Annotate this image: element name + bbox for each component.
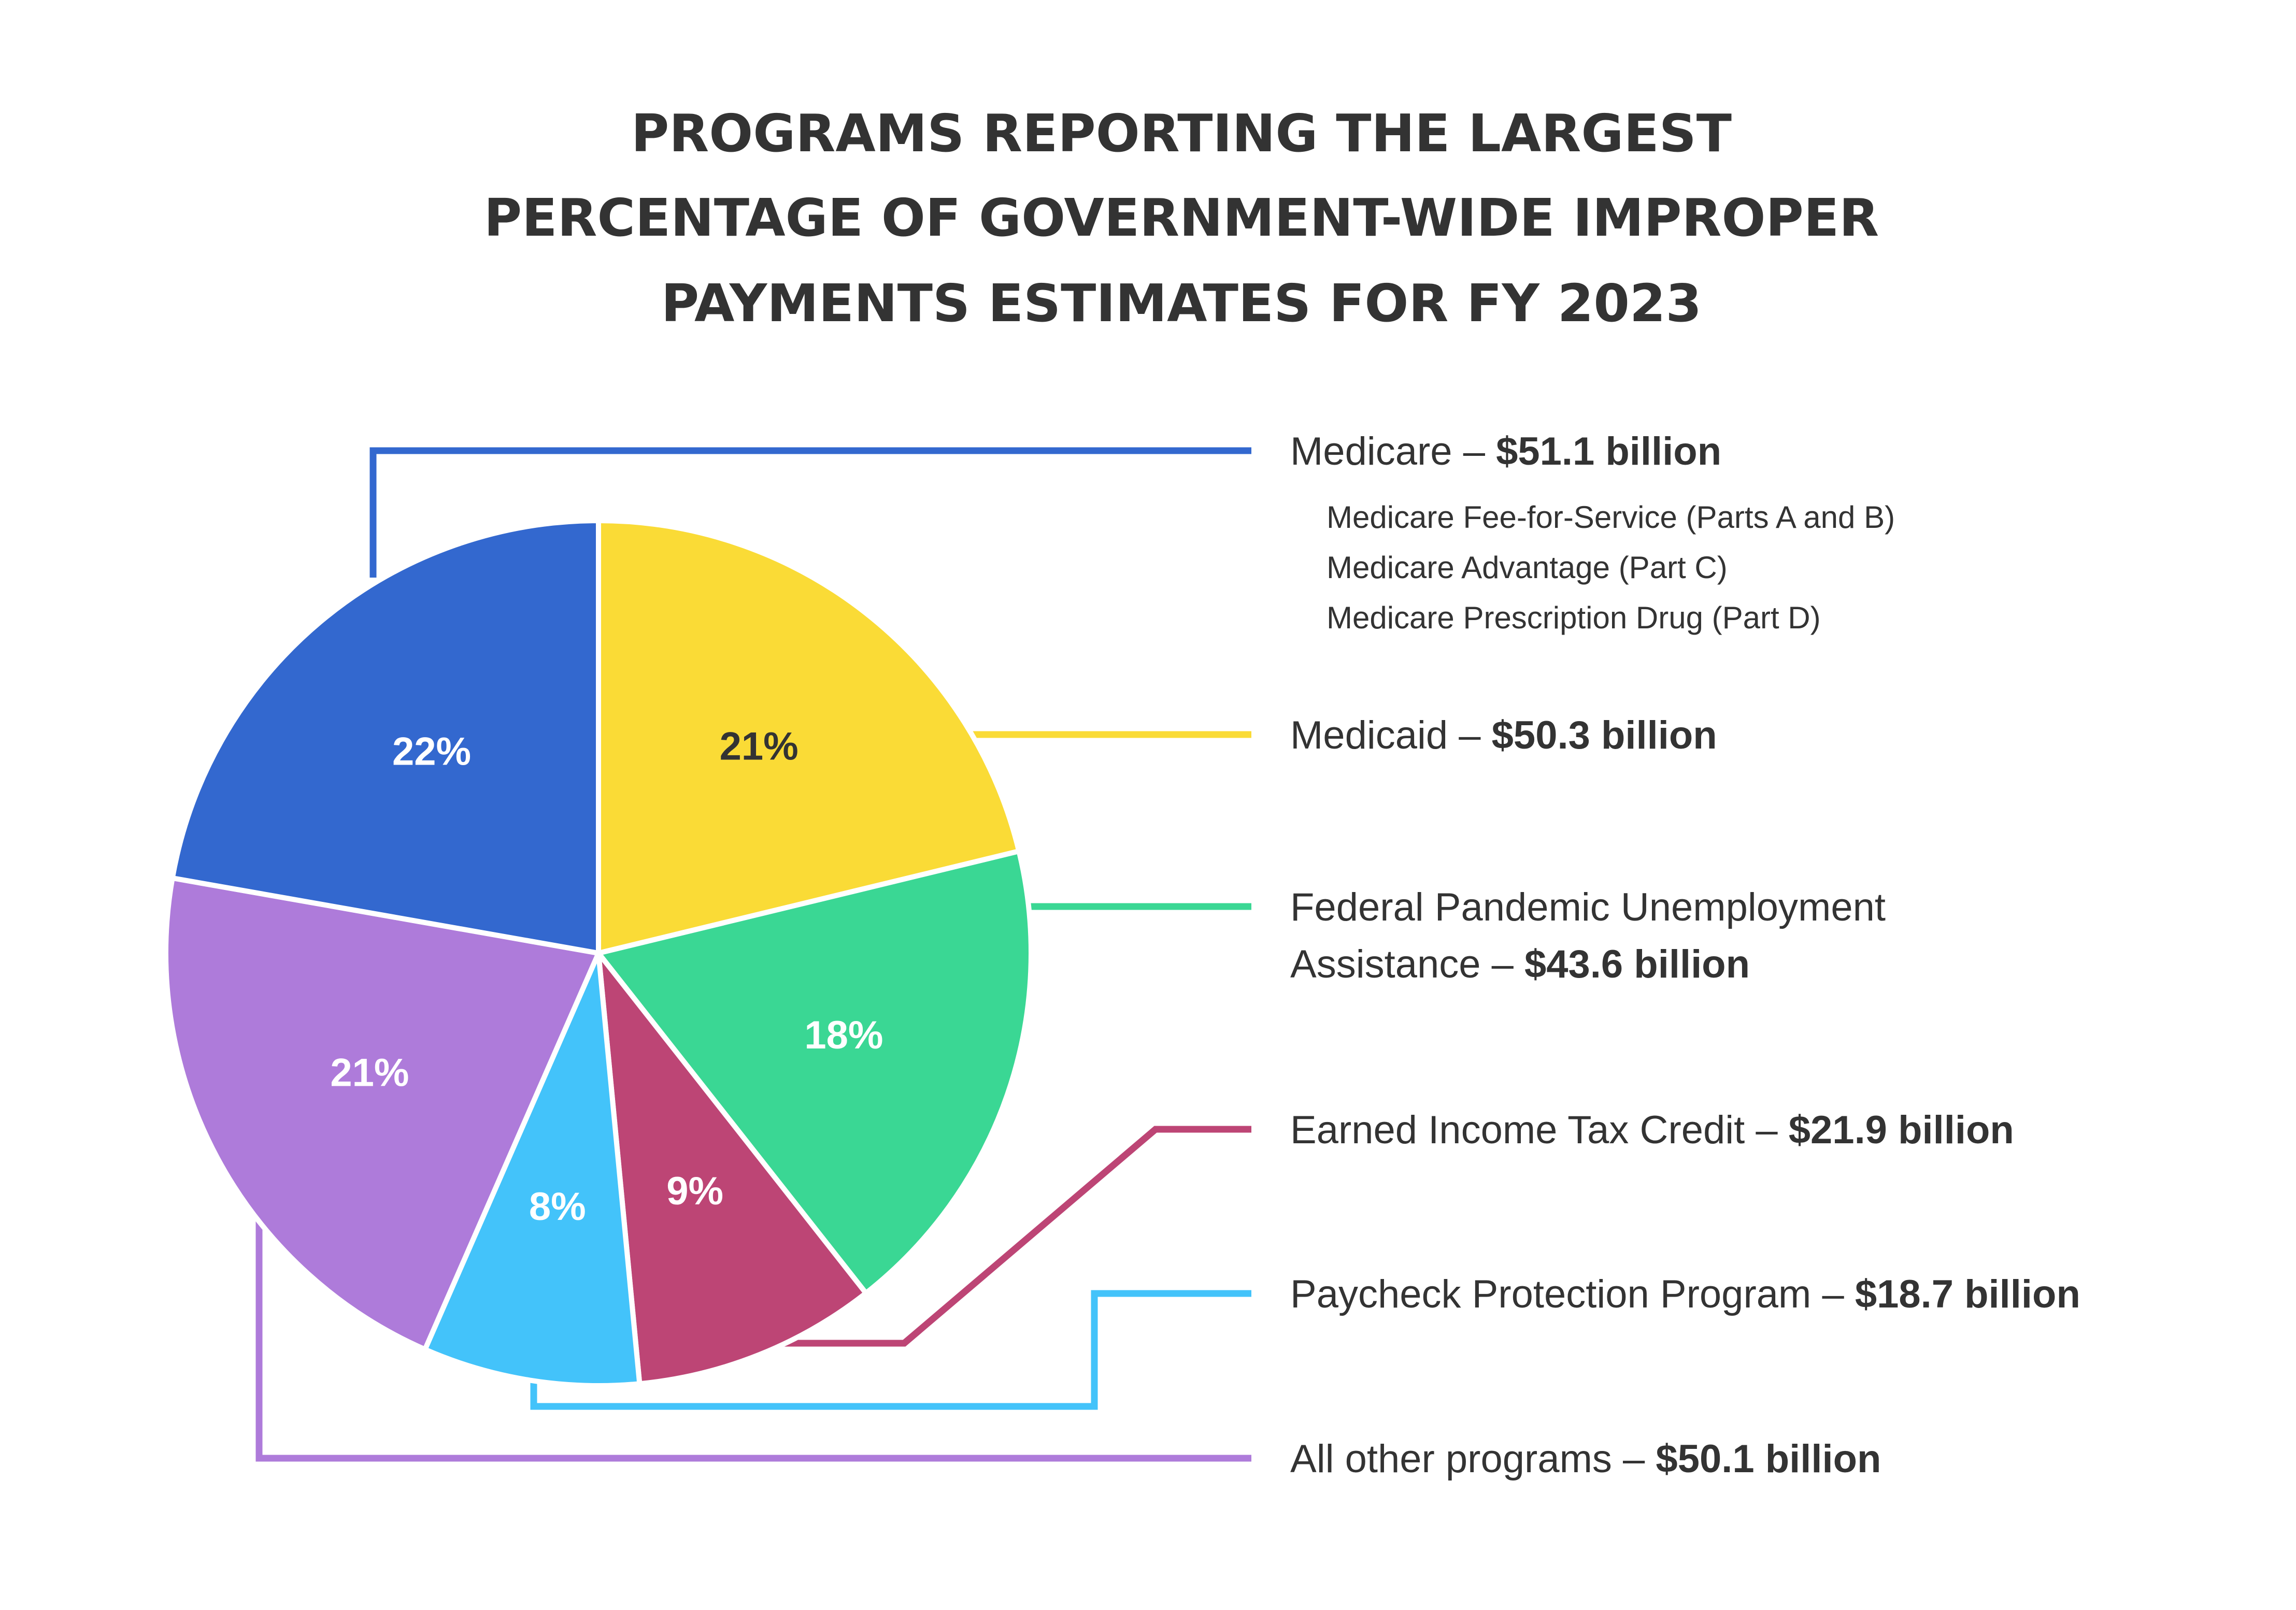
legend-value-eitc: $21.9 billion	[1789, 1108, 2014, 1152]
leader-line-all-other	[255, 1217, 1251, 1462]
legend-value-medicare: $51.1 billion	[1496, 429, 1721, 473]
legend-entry-eitc: Earned Income Tax Credit – $21.9 billion	[1290, 1108, 2014, 1152]
pie-slice-medicare	[169, 518, 601, 956]
leader-line-medicare	[369, 447, 1251, 578]
pie-slice-pandemic-unemployment	[596, 849, 1034, 1296]
legend-name-line2-pandemic-unemployment: Assistance –	[1290, 942, 1524, 986]
legend-value-ppp: $18.7 billion	[1855, 1272, 2080, 1316]
chart-title: PROGRAMS REPORTING THE LARGEST PERCENTAG…	[484, 103, 1879, 334]
legend-sub-item-medicare: Medicare Advantage (Part C)	[1327, 550, 1728, 585]
pie-slice-medicaid	[596, 518, 1022, 956]
legend-entry-pandemic-unemployment: Federal Pandemic Unemployment Assistance …	[1290, 885, 1886, 986]
legend-line-medicaid: Medicaid – $50.3 billion	[1290, 713, 1717, 757]
slice-label-ppp: 8%	[529, 1185, 586, 1229]
pie-slices	[163, 518, 1034, 1388]
legend-name-eitc: Earned Income Tax Credit –	[1290, 1108, 1789, 1152]
pie-slice-ppp	[422, 951, 643, 1388]
slice-label-medicare: 22%	[392, 729, 471, 773]
legend-name-all-other: All other programs –	[1290, 1437, 1656, 1481]
legend-sub-item-medicare: Medicare Fee-for-Service (Parts A and B)	[1327, 500, 1895, 535]
legend-line-all-other: All other programs – $50.1 billion	[1290, 1437, 1881, 1481]
leader-lines	[255, 447, 1251, 1462]
legend-entry-medicaid: Medicaid – $50.3 billion	[1290, 713, 1717, 757]
chart-title-line-1: PROGRAMS REPORTING THE LARGEST	[631, 103, 1732, 164]
legend-name-medicaid: Medicaid –	[1290, 713, 1492, 757]
legend-sub-item-medicare: Medicare Prescription Drug (Part D)	[1327, 600, 1821, 635]
legend-value-medicaid: $50.3 billion	[1492, 713, 1717, 757]
legend: Medicaid – $50.3 billion Federal Pandemic…	[1290, 429, 2080, 1481]
slice-label-eitc: 9%	[666, 1169, 723, 1213]
legend-value-pandemic-unemployment: $43.6 billion	[1524, 942, 1750, 986]
legend-line-medicare: Medicare – $51.1 billion	[1290, 429, 1721, 473]
leader-line-ppp	[530, 1290, 1251, 1410]
legend-entry-medicare: Medicare – $51.1 billion Medicare Fee-for…	[1290, 429, 1895, 635]
slice-percent-labels: 21% 18% 9% 8% 21% 22%	[330, 724, 883, 1229]
pie-slice-eitc	[596, 951, 869, 1387]
slice-label-pandemic-unemployment: 18%	[804, 1013, 883, 1057]
chart-title-line-3: PAYMENTS ESTIMATES FOR FY 2023	[661, 273, 1702, 334]
slice-label-all-other: 21%	[330, 1051, 409, 1095]
legend-entry-all-other: All other programs – $50.1 billion	[1290, 1437, 1881, 1481]
legend-line2-pandemic-unemployment: Assistance – $43.6 billion	[1290, 942, 1750, 986]
pie-slice-all-other	[163, 875, 601, 1352]
leader-line-eitc	[772, 1126, 1251, 1347]
chart-title-line-2: PERCENTAGE OF GOVERNMENT-WIDE IMPROPER	[484, 188, 1879, 248]
slice-label-medicaid: 21%	[720, 724, 798, 768]
legend-name-pandemic-unemployment: Federal Pandemic Unemployment	[1290, 885, 1886, 929]
legend-name-ppp: Paycheck Protection Program –	[1290, 1272, 1855, 1316]
legend-line-ppp: Paycheck Protection Program – $18.7 bill…	[1290, 1272, 2080, 1316]
legend-value-all-other: $50.1 billion	[1656, 1437, 1881, 1481]
legend-name-medicare: Medicare –	[1290, 429, 1496, 473]
legend-line-eitc: Earned Income Tax Credit – $21.9 billion	[1290, 1108, 2014, 1152]
legend-entry-ppp: Paycheck Protection Program – $18.7 bill…	[1290, 1272, 2080, 1316]
